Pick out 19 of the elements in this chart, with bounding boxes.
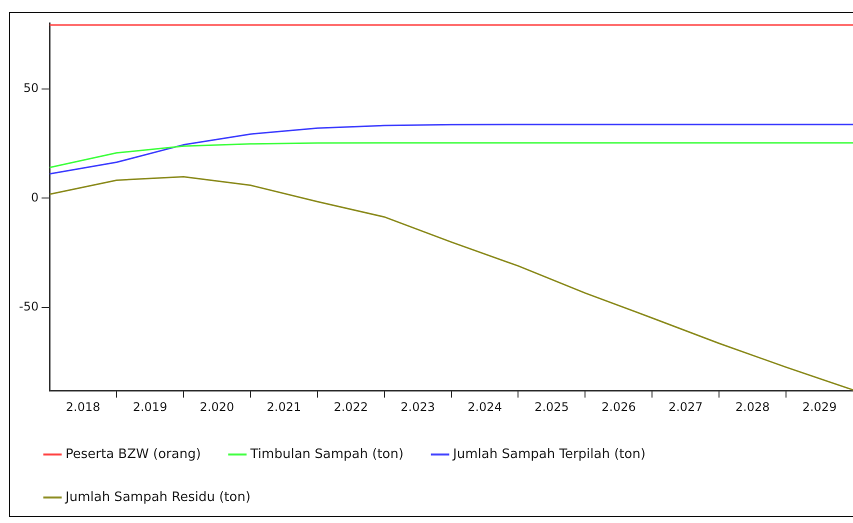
x-tick-label: 2.019 xyxy=(132,400,168,414)
x-tick-label: 2.024 xyxy=(468,400,502,414)
y-tick-label: 0 xyxy=(30,190,39,204)
legend-label: Jumlah Sampah Terpilah (ton) xyxy=(452,446,646,462)
x-tick-label: 2.021 xyxy=(266,400,302,414)
y-tick-label: 50 xyxy=(23,80,39,95)
x-tick-label: 2.022 xyxy=(334,400,368,414)
x-tick-label: 2.023 xyxy=(400,400,436,414)
x-tick-label: 2.026 xyxy=(601,400,636,414)
legend-label: Timbulan Sampah (ton) xyxy=(249,446,404,462)
x-tick-label: 2.027 xyxy=(668,400,703,414)
y-tick-label: -50 xyxy=(18,300,39,314)
legend-label: Jumlah Sampah Residu (ton) xyxy=(64,490,251,505)
x-tick-label: 2.029 xyxy=(802,400,837,414)
legend-label: Peserta BZW (orang) xyxy=(66,446,201,462)
x-tick-label: 2.020 xyxy=(200,400,234,414)
x-tick-label: 2.028 xyxy=(735,400,770,414)
x-tick-label: 2.018 xyxy=(66,400,100,414)
x-tick-label: 2.025 xyxy=(534,400,569,414)
